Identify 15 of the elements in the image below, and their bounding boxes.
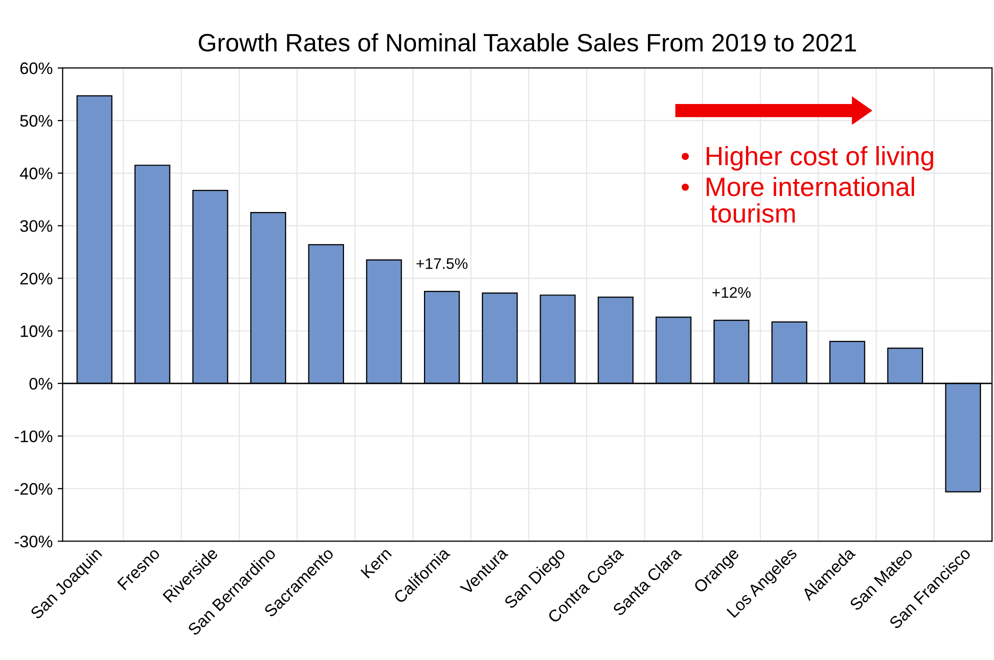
y-tick-label: -20% <box>14 483 52 495</box>
y-tick-label: 30% <box>20 220 52 232</box>
y-tick-label: -10% <box>14 430 52 442</box>
chart-title: Growth Rates of Nominal Taxable Sales From 2019 to 2021 <box>198 33 856 52</box>
y-tick-label: 10% <box>20 325 52 338</box>
y-tick-label: -30% <box>14 536 52 548</box>
y-tick-label: 0% <box>29 378 52 390</box>
y-tick-label: 40% <box>20 168 52 180</box>
y-tick-label: 50% <box>20 114 52 127</box>
annotation: • Higher cost of living <box>682 146 934 171</box>
annotation: +12% <box>712 287 751 298</box>
annotation: • More international tourism <box>682 176 914 223</box>
y-tick-label: 20% <box>20 272 52 285</box>
y-tick-label: 60% <box>20 62 52 74</box>
annotation: +17.5% <box>416 258 468 269</box>
